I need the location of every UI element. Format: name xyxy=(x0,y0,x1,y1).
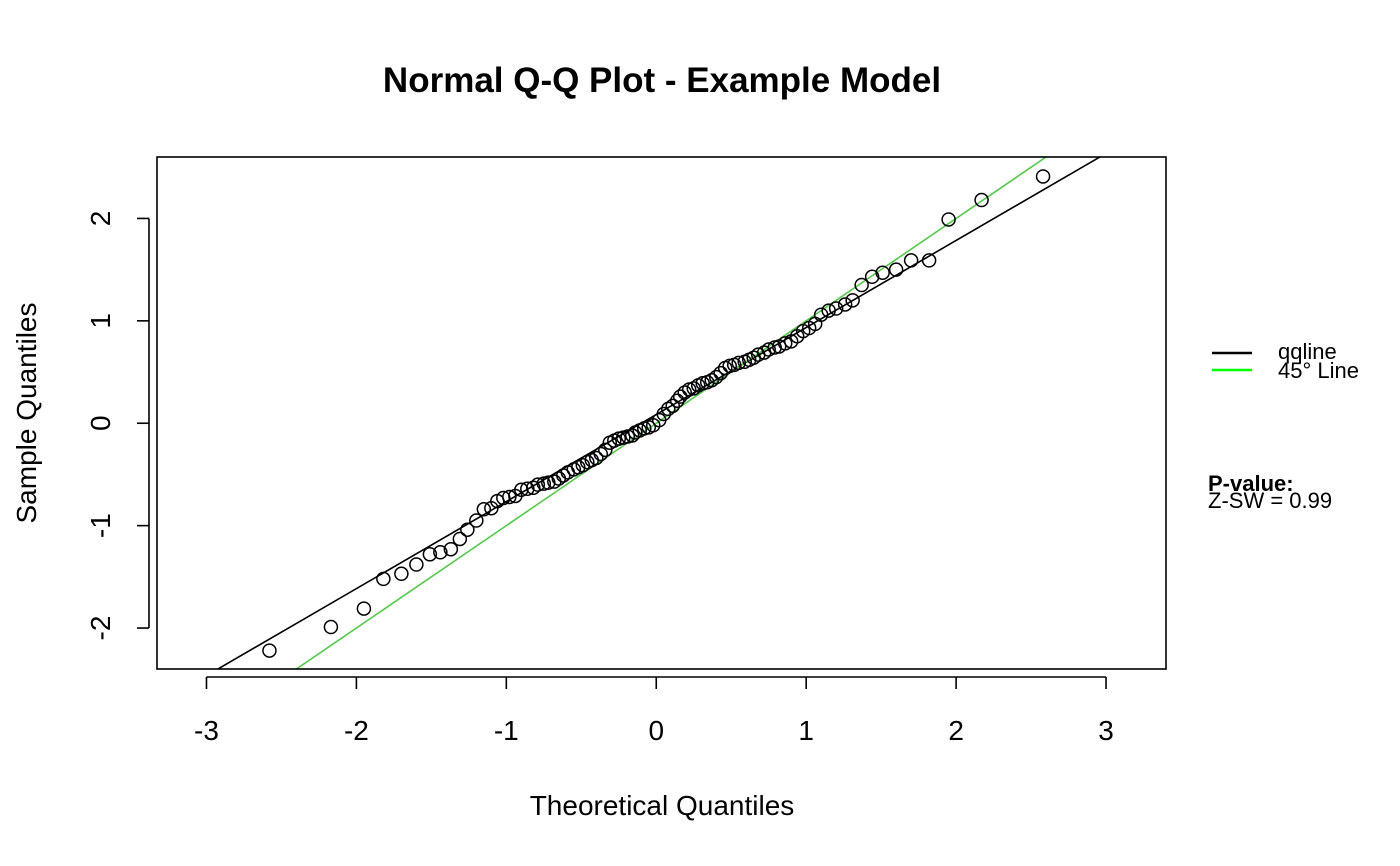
data-point xyxy=(713,365,728,381)
data-point xyxy=(777,336,793,351)
data-point xyxy=(686,381,701,396)
legend-label-qqline: qqline xyxy=(1278,339,1337,364)
data-point xyxy=(409,557,424,572)
data-point xyxy=(356,601,372,616)
data-point xyxy=(1035,169,1051,184)
data-point xyxy=(704,372,719,388)
y-tick-label: -2 xyxy=(85,616,116,641)
data-point xyxy=(828,301,844,316)
data-point xyxy=(837,297,853,312)
data-point xyxy=(888,262,904,277)
legend-label-45-line: 45° Line xyxy=(1278,358,1359,383)
sample-points xyxy=(262,169,1051,658)
data-point xyxy=(541,475,556,490)
data-point xyxy=(452,531,468,547)
data-point xyxy=(875,265,890,280)
data-point xyxy=(520,481,535,497)
data-point xyxy=(323,619,339,635)
data-point xyxy=(845,293,860,308)
data-point xyxy=(589,450,604,466)
data-point xyxy=(864,269,880,285)
data-point xyxy=(598,442,613,458)
data-point xyxy=(433,545,448,560)
data-point xyxy=(660,401,676,417)
x-tick-label: 3 xyxy=(1098,715,1114,746)
plot-frame xyxy=(156,156,1167,670)
x-tick-label: 0 xyxy=(648,715,664,746)
data-point xyxy=(476,502,492,517)
data-point xyxy=(903,253,919,268)
y-tick-label: -1 xyxy=(85,513,116,538)
data-point xyxy=(813,307,829,322)
data-point xyxy=(656,406,671,422)
data-point xyxy=(556,468,571,483)
chart-title: Normal Q-Q Plot - Example Model xyxy=(383,61,941,100)
y-tick-label: 2 xyxy=(85,211,116,227)
data-point xyxy=(677,385,692,400)
data-point xyxy=(672,389,688,404)
data-point xyxy=(821,303,836,318)
y-tick-label: 0 xyxy=(85,415,116,431)
x-tick-label: 1 xyxy=(798,715,814,746)
data-point xyxy=(526,480,541,496)
data-point xyxy=(854,277,869,293)
data-point xyxy=(422,547,438,562)
x-tick-label: -2 xyxy=(344,715,369,746)
data-point xyxy=(665,398,680,414)
p-value-annotation: P-value: Z-SW = 0.99 xyxy=(1208,471,1332,513)
p-value-text: Z-SW = 0.99 xyxy=(1208,488,1332,513)
legend: qqline 45° Line xyxy=(1212,339,1359,383)
data-point xyxy=(262,643,277,658)
data-point xyxy=(625,428,640,443)
data-point xyxy=(761,342,776,357)
p-value-heading: P-value: xyxy=(1208,471,1294,496)
data-point xyxy=(443,541,459,557)
x-tick-label: -1 xyxy=(494,715,519,746)
data-point xyxy=(530,477,546,492)
x-axis: -3 -2 -1 0 1 2 3 xyxy=(194,676,1114,746)
data-point xyxy=(394,566,409,582)
data-point xyxy=(708,369,724,385)
data-point xyxy=(941,212,956,227)
x-tick-label: 2 xyxy=(948,715,964,746)
data-point xyxy=(921,253,937,268)
data-point xyxy=(575,457,591,473)
data-point xyxy=(376,571,391,587)
x-axis-label: Theoretical Quantiles xyxy=(530,790,795,821)
data-point xyxy=(593,446,609,462)
x-tick-label: -3 xyxy=(194,715,219,746)
data-point xyxy=(502,489,517,505)
data-point xyxy=(469,513,484,528)
y-axis-label: Sample Quantiles xyxy=(11,302,42,523)
y-axis: -2 -1 0 1 2 xyxy=(85,211,150,641)
y-tick-label: 1 xyxy=(85,313,116,329)
data-point xyxy=(460,522,475,537)
data-point xyxy=(731,355,746,371)
data-point xyxy=(669,393,685,408)
data-point xyxy=(974,192,989,208)
